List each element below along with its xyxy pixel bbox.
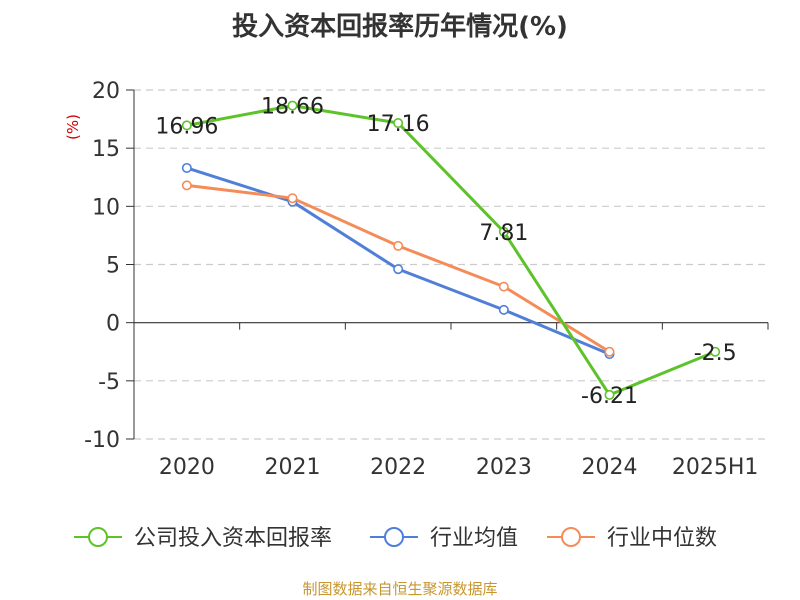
data-point [393,264,404,275]
legend-item[interactable]: 行业中位数 [547,526,717,551]
legend-marker-icon [561,527,581,547]
series-line [186,166,611,356]
legend-marker-icon [384,527,404,547]
data-label: 16.96 [155,114,218,139]
data-point [181,162,192,173]
data-label: -6.21 [581,384,638,409]
y-tick-label: 0 [106,312,120,337]
legend-marker-icon [88,527,108,547]
data-label: -2.5 [694,341,737,366]
tick-labels: 20 15 10 5 0 -5 -10 2020 2021 2022 2023 2024 2025H1 [84,79,758,480]
chart-title: 投入资本回报率历年情况(%) [232,12,568,42]
legend-item[interactable]: 公司投入资本回报率 [74,526,332,551]
data-point [498,226,509,237]
data-point [393,240,404,251]
data-point [498,281,509,292]
source-note: 制图数据来自恒生聚源数据库 [302,580,498,598]
data-point [604,346,615,357]
x-tick-label: 2024 [582,455,638,480]
legend-label: 行业中位数 [607,526,717,551]
data-label: 18.66 [261,95,324,120]
data-label: 17.16 [367,112,430,137]
y-tick-label: -10 [84,428,120,453]
series-2 [181,180,615,357]
legend-label: 公司投入资本回报率 [134,526,332,551]
x-tick-label: 2023 [476,455,532,480]
data-label: 7.81 [479,221,528,246]
x-tick-label: 2021 [265,455,321,480]
y-tick-label: 5 [106,254,120,279]
grid-lines [126,89,768,440]
data-point [287,193,298,204]
legend-label: 行业均值 [430,526,518,551]
data-point [393,118,404,129]
y-tick-label: 10 [92,195,120,220]
axes [133,90,769,439]
data-point [181,180,192,191]
x-tick-label: 2022 [370,455,426,480]
data-point [498,304,509,315]
x-tick-label: 2025H1 [672,455,759,480]
y-tick-label: 15 [92,137,120,162]
data-point [287,100,298,111]
series-lines [181,100,721,400]
y-axis-unit-label: (%) [64,114,82,140]
data-point [604,389,615,400]
data-point [710,346,721,357]
data-labels: 16.96 18.66 17.16 7.81 -6.21 -2.5 [155,95,736,409]
series-line [186,104,716,397]
legend-item[interactable]: 行业均值 [370,526,518,551]
legend: 公司投入资本回报率 行业均值 行业中位数 [74,526,717,551]
y-tick-label: -5 [98,370,120,395]
x-tick-label: 2020 [159,455,215,480]
data-point [181,120,192,131]
series-0 [181,100,721,400]
y-tick-label: 20 [92,79,120,104]
